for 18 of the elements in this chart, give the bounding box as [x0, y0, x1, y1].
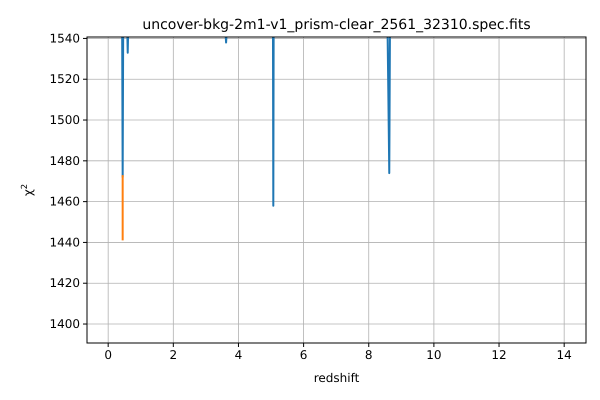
x-tick-label: 6: [300, 348, 308, 362]
chart-title: uncover-bkg-2m1-v1_prism-clear_2561_32310.spec.fits: [142, 17, 531, 33]
x-tick-label: 0: [104, 348, 112, 362]
y-tick-label: 1400: [49, 317, 80, 332]
y-tick-label: 1540: [49, 31, 80, 46]
y-tick-label: 1460: [49, 194, 80, 209]
y-tick-label: 1500: [49, 113, 80, 128]
y-tick-label: 1480: [49, 154, 80, 168]
x-axis-title: redshift: [314, 371, 360, 385]
x-tick-label: 14: [556, 348, 572, 362]
x-tick-label: 12: [491, 348, 507, 362]
x-tick-label: 10: [426, 348, 442, 362]
y-tick-label: 1520: [49, 72, 80, 86]
y-tick-label: 1440: [49, 235, 80, 250]
x-tick-label: 2: [169, 348, 178, 362]
y-tick-label: 1420: [49, 276, 80, 290]
x-tick-label: 4: [234, 348, 242, 362]
x-tick-label: 8: [364, 348, 373, 362]
